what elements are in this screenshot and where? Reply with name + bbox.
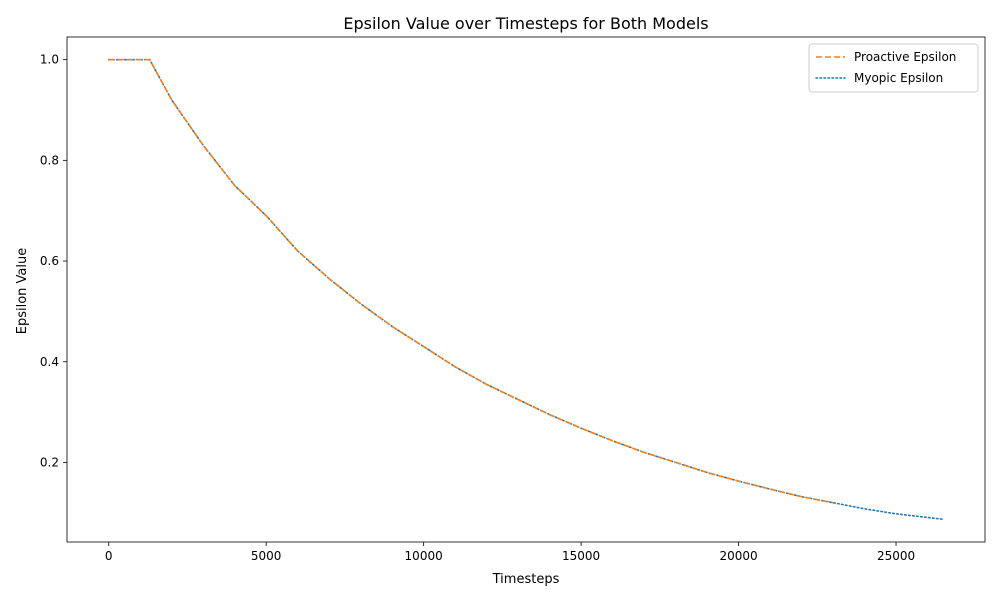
series-line-myopic-epsilon [107, 58, 945, 521]
x-tick-label: 10000 [405, 549, 443, 563]
y-tick-label: 0.2 [40, 455, 59, 469]
y-axis-label: Epsilon Value [15, 248, 30, 335]
x-tick-label: 5000 [251, 549, 282, 563]
x-axis-label: Timesteps [492, 572, 560, 587]
x-tick-label: 25000 [877, 549, 915, 563]
x-tick-label: 20000 [719, 549, 757, 563]
x-tick-label: 15000 [562, 549, 600, 563]
plot-frame [66, 36, 986, 543]
chart-title: Epsilon Value over Timesteps for Both Mo… [343, 14, 708, 33]
legend-label: Myopic Epsilon [854, 71, 943, 85]
series-line-proactive-epsilon [108, 58, 834, 504]
x-axis: 0 5000 10000 15000 20000 25000 [105, 542, 915, 563]
y-tick-label: 0.4 [40, 355, 59, 369]
plot-area [66, 36, 986, 543]
series-layer [107, 58, 945, 521]
y-tick-label: 0.8 [40, 153, 59, 167]
y-tick-label: 0.6 [40, 254, 59, 268]
x-tick-label: 0 [105, 549, 113, 563]
legend-label: Proactive Epsilon [854, 50, 956, 64]
legend-box [808, 43, 979, 93]
legend: Proactive Epsilon Myopic Epsilon [808, 43, 979, 93]
y-tick-label: 1.0 [40, 53, 59, 67]
y-axis: 0.2 0.4 0.6 0.8 1.0 [40, 53, 67, 469]
